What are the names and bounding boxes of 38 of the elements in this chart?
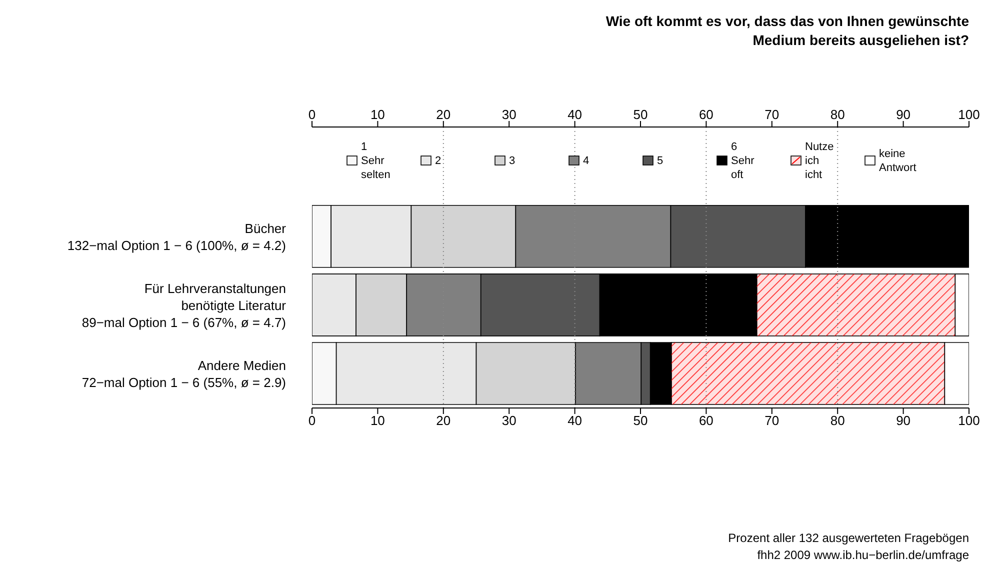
chart-title: Wie oft kommt es vor, dass das von Ihnen gewünschte Medium bereits ausgeliehen ist? [606,12,969,50]
x2-tick-label: 60 [698,107,714,122]
x-tick-label: 10 [370,413,385,428]
legend-label: 5 [657,154,664,168]
text: Prozent aller 132 ausgewerteten Fragebögen [728,530,969,547]
legend-label: keine Antwort [879,147,916,175]
bar [954,274,969,336]
x-tick-label: 40 [568,413,582,428]
x2-tick-label: 10 [370,107,385,122]
y-tick-label: Für Lehrveranstaltungen benötigte Literatur 89−mal Option 1 − 6 (67%, ø = 4.7) [82,280,287,330]
legend-label: 4 [583,154,590,168]
legend-label: 2 [435,154,442,168]
x2-tick-label: 50 [633,107,648,122]
x2-tick-label: 30 [502,107,516,122]
x2-tick-label: 80 [830,107,845,122]
x-tick-label: 30 [502,413,516,428]
x-tick-label: 100 [958,413,980,428]
x-tick-label: 0 [308,413,316,428]
text: fhh2 2009 www.ib.hu−berlin.de/umfrage [756,547,969,564]
x2-tick-label: 20 [436,107,451,122]
x-tick-label: 20 [436,413,451,428]
x-tick-label: 70 [764,413,780,428]
legend-label: 1 Sehr selten [361,140,390,182]
x2-tick-label: 90 [896,107,911,122]
x2-tick-label: 70 [764,107,780,122]
x2-tick-label: 100 [958,107,980,122]
legend-label: 3 [509,154,516,168]
bar [944,342,969,405]
y-tick-label: Andere Medien 72−mal Option 1 − 6 (55%, ø = 2.9) [82,358,286,390]
x-tick-label: 50 [633,413,648,428]
x-tick-label: 80 [830,413,845,428]
x-tick-label: 60 [698,413,714,428]
x-tick-label: 90 [896,413,911,428]
x2-tick-label: 40 [568,107,582,122]
x2-tick-label: 0 [308,107,316,122]
legend-label: Nutze ich icht [805,140,834,182]
y-tick-label: Bücher 132−mal Option 1 − 6 (100%, ø = 4.2) [67,220,287,253]
legend-label: 6 Sehr oft [731,140,754,182]
